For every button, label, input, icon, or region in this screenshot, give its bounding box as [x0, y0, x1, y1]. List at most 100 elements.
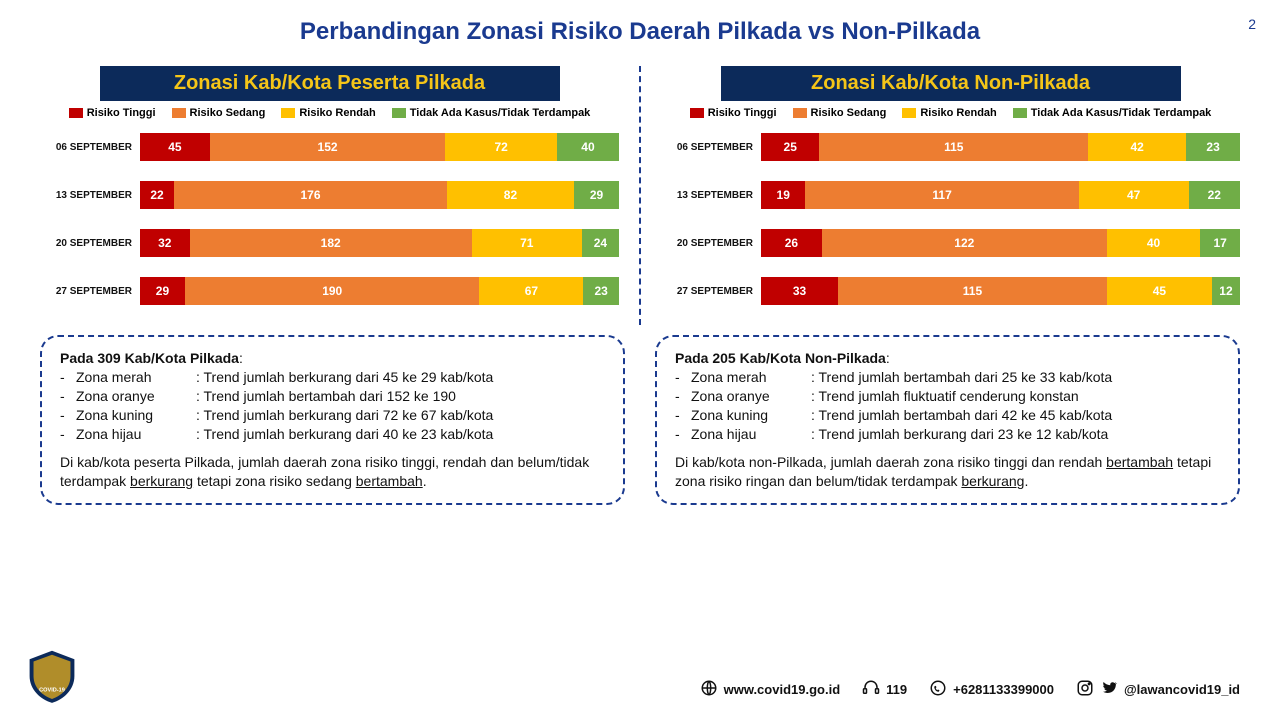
- legend-label: Risiko Tinggi: [87, 107, 156, 119]
- legend-swatch: [281, 108, 295, 118]
- legend-label: Risiko Rendah: [920, 107, 996, 119]
- chart-row: 20 SEPTEMBER321827124: [40, 229, 619, 257]
- charts-container: Zonasi Kab/Kota Peserta Pilkada Risiko T…: [0, 46, 1280, 325]
- bar-segment: 117: [805, 181, 1078, 209]
- footer-social: @lawancovid19_id: [1076, 679, 1240, 700]
- bar-segment: 29: [574, 181, 619, 209]
- chart-row: 13 SEPTEMBER191174722: [661, 181, 1240, 209]
- bar-segment: 82: [447, 181, 574, 209]
- footer: www.covid19.go.id 119 +6281133399000 @la…: [0, 679, 1280, 700]
- legend-item: Risiko Sedang: [793, 107, 887, 119]
- headset-icon: [862, 679, 880, 700]
- legend-item: Tidak Ada Kasus/Tidak Terdampak: [392, 107, 591, 119]
- row-date-label: 06 SEPTEMBER: [661, 142, 761, 153]
- chart-left: 06 SEPTEMBER451527240 13 SEPTEMBER2217682…: [40, 133, 619, 305]
- legend-swatch: [392, 108, 406, 118]
- info-summary: Di kab/kota non-Pilkada, jumlah daerah z…: [675, 453, 1220, 491]
- whatsapp-icon: [929, 679, 947, 700]
- legend-swatch: [690, 108, 704, 118]
- chart-row: 13 SEPTEMBER221768229: [40, 181, 619, 209]
- info-bullet: -Zona oranye: Trend jumlah bertambah dar…: [60, 387, 605, 406]
- page-number: 2: [1248, 16, 1256, 32]
- info-boxes: Pada 309 Kab/Kota Pilkada:-Zona merah: T…: [0, 325, 1280, 505]
- bar-segment: 25: [761, 133, 819, 161]
- bar-segment: 17: [1200, 229, 1240, 257]
- info-header: Pada 309 Kab/Kota Pilkada:: [60, 349, 605, 368]
- footer-whatsapp-text: +6281133399000: [953, 682, 1054, 697]
- chart-row: 20 SEPTEMBER261224017: [661, 229, 1240, 257]
- bar-segment: 152: [210, 133, 446, 161]
- info-box-left: Pada 309 Kab/Kota Pilkada:-Zona merah: T…: [40, 335, 625, 505]
- bar-segment: 67: [479, 277, 583, 305]
- legend-left: Risiko Tinggi Risiko Sedang Risiko Rendah T…: [40, 107, 619, 119]
- footer-social-text: @lawancovid19_id: [1124, 682, 1240, 697]
- bar-segment: 115: [838, 277, 1107, 305]
- legend-item: Risiko Sedang: [172, 107, 266, 119]
- footer-hotline: 119: [862, 679, 907, 700]
- legend-swatch: [1013, 108, 1027, 118]
- row-date-label: 20 SEPTEMBER: [40, 238, 140, 249]
- twitter-icon: [1100, 679, 1118, 700]
- bar-segment: 40: [557, 133, 619, 161]
- row-date-label: 27 SEPTEMBER: [661, 286, 761, 297]
- info-box-right: Pada 205 Kab/Kota Non-Pilkada:-Zona mera…: [655, 335, 1240, 505]
- bar-segment: 32: [140, 229, 190, 257]
- chart-row: 06 SEPTEMBER451527240: [40, 133, 619, 161]
- info-bullet: -Zona hijau: Trend jumlah berkurang dari…: [675, 425, 1220, 444]
- info-bullet: -Zona kuning: Trend jumlah berkurang dar…: [60, 406, 605, 425]
- legend-label: Risiko Rendah: [299, 107, 375, 119]
- stacked-bar: 221768229: [140, 181, 619, 209]
- legend-label: Tidak Ada Kasus/Tidak Terdampak: [410, 107, 591, 119]
- left-panel: Zonasi Kab/Kota Peserta Pilkada Risiko T…: [40, 66, 619, 325]
- bar-segment: 115: [819, 133, 1088, 161]
- legend-right: Risiko Tinggi Risiko Sedang Risiko Rendah T…: [661, 107, 1240, 119]
- bar-segment: 22: [140, 181, 174, 209]
- legend-swatch: [793, 108, 807, 118]
- info-summary: Di kab/kota peserta Pilkada, jumlah daer…: [60, 453, 605, 491]
- legend-item: Risiko Rendah: [902, 107, 996, 119]
- bar-segment: 29: [140, 277, 185, 305]
- legend-swatch: [69, 108, 83, 118]
- bar-segment: 72: [445, 133, 557, 161]
- bar-segment: 45: [1107, 277, 1212, 305]
- footer-website-text: www.covid19.go.id: [724, 682, 841, 697]
- legend-item: Risiko Tinggi: [69, 107, 156, 119]
- row-date-label: 13 SEPTEMBER: [661, 190, 761, 201]
- legend-item: Risiko Tinggi: [690, 107, 777, 119]
- legend-label: Risiko Tinggi: [708, 107, 777, 119]
- info-bullet: -Zona merah: Trend jumlah bertambah dari…: [675, 368, 1220, 387]
- bar-segment: 12: [1212, 277, 1240, 305]
- legend-label: Risiko Sedang: [811, 107, 887, 119]
- bar-segment: 26: [761, 229, 822, 257]
- page-title: Perbandingan Zonasi Risiko Daerah Pilkad…: [0, 0, 1280, 46]
- info-bullet: -Zona hijau: Trend jumlah berkurang dari…: [60, 425, 605, 444]
- bar-segment: 71: [472, 229, 582, 257]
- legend-swatch: [172, 108, 186, 118]
- legend-label: Risiko Sedang: [190, 107, 266, 119]
- left-chart-title: Zonasi Kab/Kota Peserta Pilkada: [100, 66, 560, 101]
- stacked-bar: 331154512: [761, 277, 1240, 305]
- stacked-bar: 291906723: [140, 277, 619, 305]
- instagram-icon: [1076, 679, 1094, 700]
- bar-segment: 23: [1186, 133, 1240, 161]
- bar-segment: 47: [1079, 181, 1189, 209]
- right-panel: Zonasi Kab/Kota Non-Pilkada Risiko Tingg…: [661, 66, 1240, 325]
- stacked-bar: 321827124: [140, 229, 619, 257]
- bar-segment: 23: [583, 277, 619, 305]
- vertical-divider: [639, 66, 641, 325]
- legend-label: Tidak Ada Kasus/Tidak Terdampak: [1031, 107, 1212, 119]
- info-bullet: -Zona oranye: Trend jumlah fluktuatif ce…: [675, 387, 1220, 406]
- row-date-label: 06 SEPTEMBER: [40, 142, 140, 153]
- chart-row: 27 SEPTEMBER291906723: [40, 277, 619, 305]
- stacked-bar: 191174722: [761, 181, 1240, 209]
- bar-segment: 22: [1189, 181, 1240, 209]
- chart-row: 06 SEPTEMBER251154223: [661, 133, 1240, 161]
- stacked-bar: 261224017: [761, 229, 1240, 257]
- info-bullet: -Zona merah: Trend jumlah berkurang dari…: [60, 368, 605, 387]
- bar-segment: 176: [174, 181, 447, 209]
- right-chart-title: Zonasi Kab/Kota Non-Pilkada: [721, 66, 1181, 101]
- globe-icon: [700, 679, 718, 700]
- bar-segment: 24: [582, 229, 619, 257]
- legend-item: Risiko Rendah: [281, 107, 375, 119]
- info-bullet: -Zona kuning: Trend jumlah bertambah dar…: [675, 406, 1220, 425]
